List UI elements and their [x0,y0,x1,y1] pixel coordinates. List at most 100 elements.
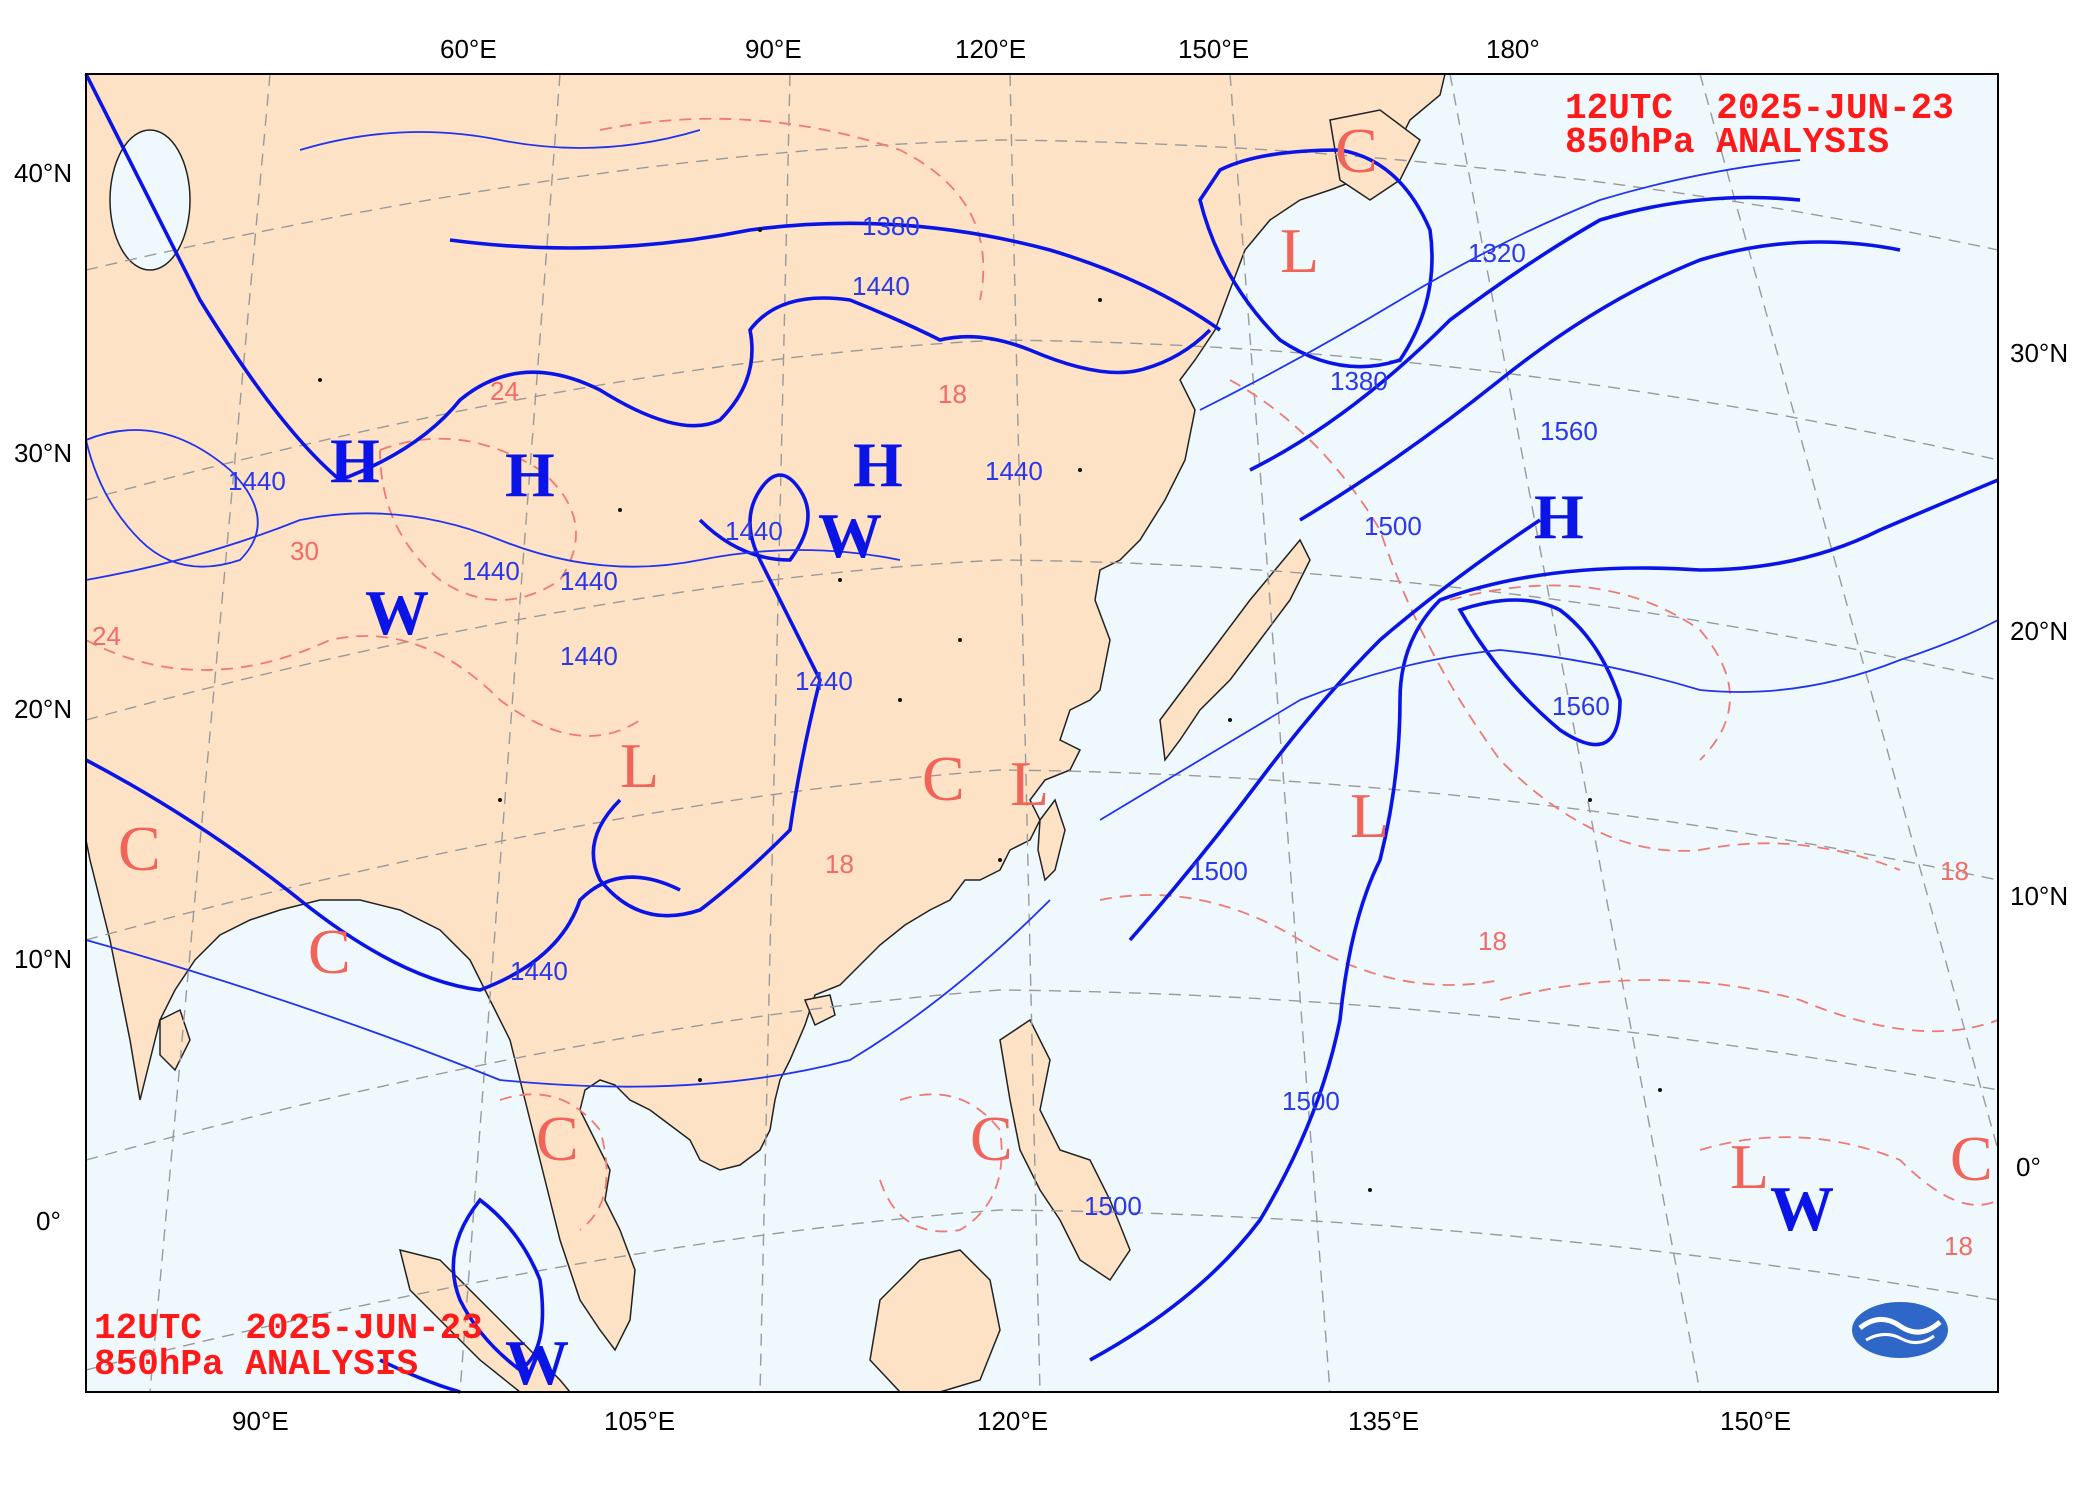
cwa-logo-icon [1852,1302,1948,1358]
sri-lanka-island [159,1008,191,1072]
analysis-time-stamp: 12UTC 2025-JUN-23 [1565,88,1954,129]
map-border [85,73,1999,1393]
station-marker [1228,718,1232,722]
height-contour-label: 1500 [1190,856,1248,886]
warm-center-label: W [1770,1173,1834,1244]
station-marker [998,858,1002,862]
height-contour-label: 1440 [985,456,1043,486]
height-contour-label: 1440 [725,516,783,546]
station-marker [758,228,762,232]
low-pressure-label: L [620,730,659,801]
height-contour-labels: 1380 1440 1440 1440 1440 1440 1440 1440 … [228,211,1610,1221]
temp-contour-label: 18 [1944,1231,1973,1261]
station-plots [318,228,1662,1192]
station-marker [318,378,322,382]
height-contour-label: 1440 [852,271,910,301]
height-contour-label: 1440 [228,466,286,496]
height-contour-label: 1440 [560,566,618,596]
left-lat-label: 40°N [14,158,72,188]
station-marker [1658,1088,1662,1092]
high-pressure-label: H [853,429,903,500]
analysis-level-stamp: 850hPa ANALYSIS [94,1344,418,1385]
high-pressure-label: H [1534,481,1584,552]
cold-center-label: C [308,916,351,987]
low-pressure-label: L [1730,1131,1769,1202]
cold-center-label: C [118,813,161,884]
temp-contour-label: 18 [938,379,967,409]
bottom-lon-label: 150°E [1720,1406,1791,1436]
cold-center-label: C [1335,115,1378,186]
temp-contour-labels: 18 18 18 18 24 30 24 18 [92,376,1973,1261]
station-marker [838,578,842,582]
top-lon-label: 180° [1486,34,1540,64]
station-marker [698,1078,702,1082]
height-contour-label: 1500 [1084,1191,1142,1221]
warm-center-label: W [505,1327,569,1398]
taiwan-island [1037,798,1066,882]
height-contour-label: 1500 [1364,511,1422,541]
height-contour-label: 1440 [560,641,618,671]
high-pressure-label: H [330,425,380,496]
bottom-lon-label: 105°E [604,1406,675,1436]
temp-contour-label: 18 [1478,926,1507,956]
station-marker [1588,798,1592,802]
japan-island [1159,538,1311,762]
pressure-systems: H H H H W W W W L L L L L C C C C C C C [118,115,1993,1398]
height-contour-label: 1440 [795,666,853,696]
temp-contour-label: 30 [290,536,319,566]
height-contour-label: 1440 [510,956,568,986]
analysis-level-stamp: 850hPa ANALYSIS [1565,122,1889,163]
height-contour-label: 1500 [1282,1086,1340,1116]
high-pressure-label: H [505,439,555,510]
low-pressure-label: L [1280,215,1319,286]
station-marker [958,638,962,642]
top-lon-label: 120°E [955,34,1026,64]
bottom-lon-label: 90°E [232,1406,289,1436]
borneo-island [869,1249,1001,1393]
temp-contour-label: 24 [92,621,121,651]
height-contour-label: 1560 [1552,691,1610,721]
height-contour-label: 1560 [1540,416,1598,446]
map-area: 1380 1440 1440 1440 1440 1440 1440 1440 … [84,73,1999,1398]
station-marker [618,508,622,512]
left-lat-label: 10°N [14,944,72,974]
temp-contour-label: 24 [490,376,519,406]
height-contour-label: 1320 [1468,238,1526,268]
top-lon-label: 150°E [1178,34,1249,64]
right-lat-label: 0° [2016,1152,2041,1182]
station-marker [1368,1188,1372,1192]
height-contours [84,73,1999,1394]
left-lat-label: 0° [36,1206,61,1236]
top-lon-label: 60°E [440,34,497,64]
temp-contour-label: 18 [1940,856,1969,886]
analysis-time-stamp: 12UTC 2025-JUN-23 [94,1308,483,1349]
left-lat-label: 20°N [14,694,72,724]
top-lon-label: 90°E [745,34,802,64]
cold-center-label: C [1950,1123,1993,1194]
warm-center-label: W [818,500,882,571]
hainan-island [803,994,836,1027]
cold-center-label: C [922,743,965,814]
bottom-lon-label: 120°E [977,1406,1048,1436]
warm-center-label: W [365,577,429,648]
station-marker [498,798,502,802]
height-contour-label: 1380 [1330,366,1388,396]
low-pressure-label: L [1350,780,1389,851]
left-lat-label: 30°N [14,438,72,468]
height-contour-label: 1380 [862,211,920,241]
height-contour-label: 1440 [462,556,520,586]
station-marker [898,698,902,702]
temperature-contours [85,117,1999,1233]
cold-center-label: C [970,1103,1013,1174]
asia-landmass [85,73,1446,1352]
cold-center-label: C [536,1103,579,1174]
right-lat-label: 30°N [2010,338,2068,368]
bottom-lon-label: 135°E [1348,1406,1419,1436]
low-pressure-label: L [1010,748,1049,819]
station-marker [1078,468,1082,472]
graticule [85,73,1999,1393]
right-lat-label: 10°N [2010,881,2068,911]
temp-contour-label: 18 [825,849,854,879]
station-marker [1098,298,1102,302]
